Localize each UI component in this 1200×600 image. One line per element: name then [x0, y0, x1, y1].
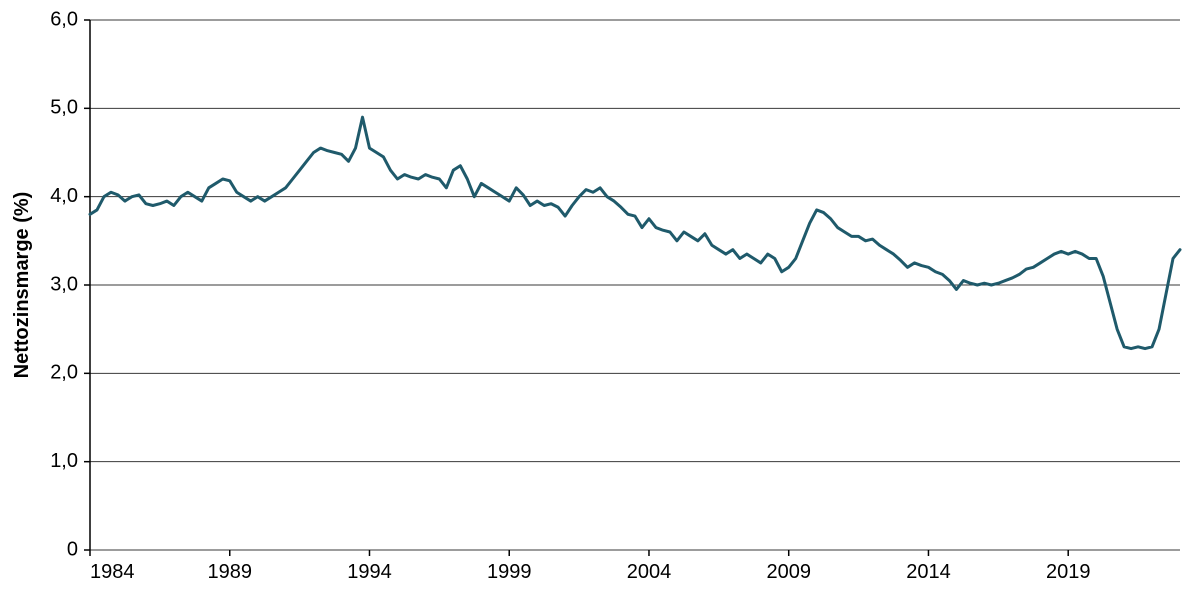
y-tick-label: 0 — [67, 538, 78, 560]
y-axis-label: Nettozinsmarge (%) — [11, 192, 33, 379]
x-tick-label: 1994 — [347, 561, 392, 583]
x-tick-label: 2014 — [906, 561, 951, 583]
y-tick-label: 4,0 — [50, 185, 78, 207]
x-tick-label: 2009 — [766, 561, 811, 583]
x-tick-label: 2004 — [627, 561, 672, 583]
line-chart: 0 1,0 2,0 3,0 4,0 5,0 6,0 1984 1989 1994 1999 2004 2… — [0, 0, 1200, 600]
x-tick-label: 1999 — [487, 561, 532, 583]
y-tick-label: 1,0 — [50, 450, 78, 472]
y-tick-label: 6,0 — [50, 8, 78, 30]
y-tick-label: 3,0 — [50, 273, 78, 295]
chart-svg: 0 1,0 2,0 3,0 4,0 5,0 6,0 1984 1989 1994 1999 2004 2… — [0, 0, 1200, 600]
x-tick-label: 1989 — [207, 561, 252, 583]
y-tick-label: 2,0 — [50, 362, 78, 384]
x-tick-label: 2019 — [1046, 561, 1091, 583]
y-tick-label: 5,0 — [50, 97, 78, 119]
x-tick-label: 1984 — [90, 561, 135, 583]
